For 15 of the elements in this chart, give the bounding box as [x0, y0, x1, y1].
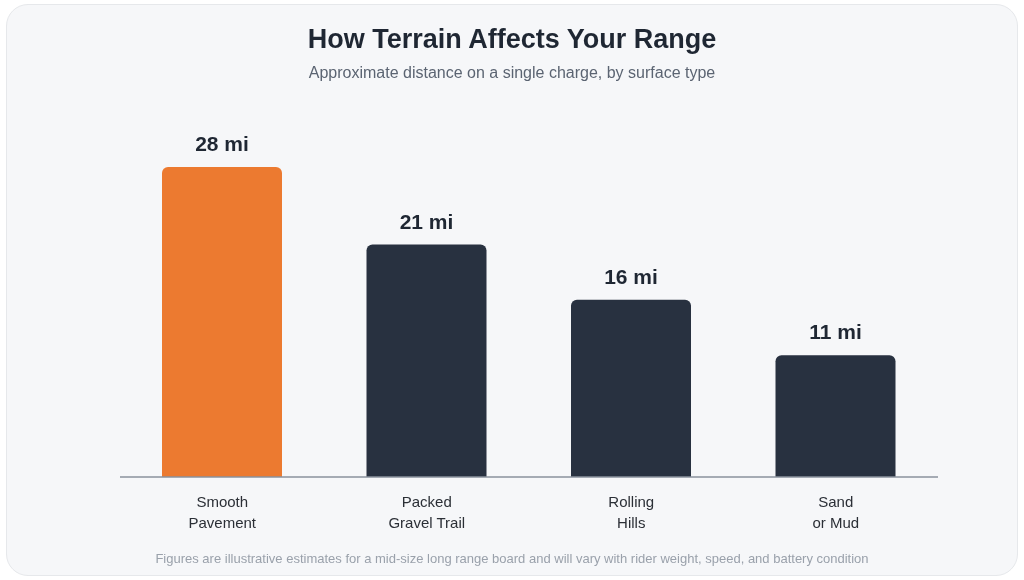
chart-title: How Terrain Affects Your Range	[306, 24, 718, 55]
bar	[571, 299, 691, 477]
bar	[366, 244, 487, 477]
text: Figures are illustrative estimates for a mid-size long range board and will vary with rider weight, speed, and battery condition	[154, 551, 870, 566]
chart-subtitle: Approximate distance on a single charge, by surface type	[307, 64, 717, 82]
x-tick-label: Smooth Pavement	[188, 493, 257, 531]
x-tick-label: Packed Gravel Trail	[388, 493, 466, 531]
bar	[162, 167, 282, 477]
data-label: 28 mi	[195, 132, 249, 155]
data-label: 11 mi	[809, 320, 862, 344]
bar	[775, 355, 896, 477]
data-label: 16 mi	[604, 264, 658, 288]
x-tick-label: Rolling Hills	[608, 493, 655, 531]
x-tick-label: Sand or Mud	[812, 493, 860, 531]
data-label: 21 mi	[399, 209, 454, 233]
